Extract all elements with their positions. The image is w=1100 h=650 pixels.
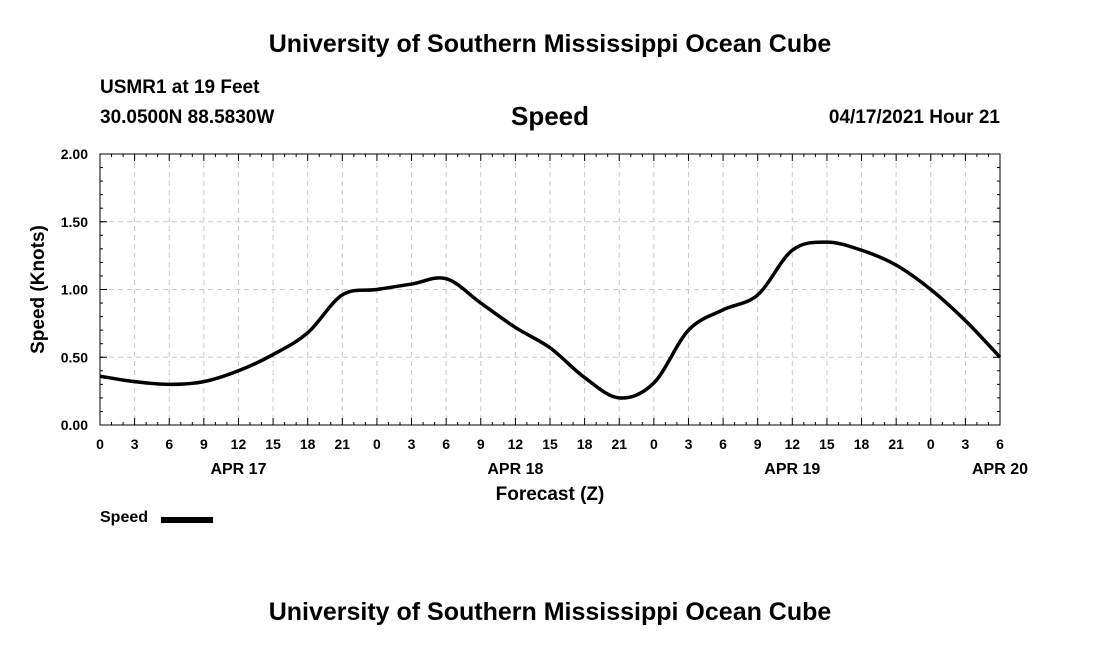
station-label: USMR1 at 19 Feet [100,77,260,98]
x-tick-label: 15 [819,436,835,452]
y-tick-label: 0.50 [61,349,88,365]
x-tick-label: 6 [165,436,173,452]
x-tick-label: 18 [300,436,316,452]
y-tick-label: 1.50 [61,214,88,230]
x-tick-label: 3 [685,436,693,452]
x-tick-label: 9 [754,436,762,452]
y-tick-label: 0.00 [61,417,88,433]
legend-line-swatch [161,517,213,523]
x-tick-label: 9 [200,436,208,452]
x-axis-label: Forecast (Z) [496,484,605,505]
x-tick-label: 21 [335,436,351,452]
x-tick-label: 0 [927,436,935,452]
y-axis-label: Speed (Knots) [28,225,49,354]
x-tick-label: 0 [96,436,104,452]
x-tick-label: 3 [408,436,416,452]
x-tick-label: 12 [785,436,801,452]
x-tick-label: 12 [231,436,247,452]
coordinates-label: 30.0500N 88.5830W [100,107,275,128]
x-tick-label: 0 [373,436,381,452]
x-tick-label: 6 [442,436,450,452]
x-tick-label: 6 [996,436,1004,452]
legend-label: Speed [100,509,149,526]
footer-title: University of Southern Mississippi Ocean… [268,598,832,626]
x-tick-label: 9 [477,436,485,452]
x-tick-label: 15 [265,436,281,452]
y-tick-label: 1.00 [61,282,88,298]
header-title: University of Southern Mississippi Ocean… [268,30,832,58]
date-label: APR 18 [487,461,543,478]
x-tick-label: 6 [719,436,727,452]
x-tick-label: 18 [854,436,870,452]
date-label: APR 19 [764,461,820,478]
x-tick-label: 0 [650,436,658,452]
x-tick-label: 3 [961,436,969,452]
datetime-label: 04/17/2021 Hour 21 [828,107,1000,128]
speed-series-line [99,240,1002,400]
x-tick-label: 21 [888,436,904,452]
plot-frame [99,153,1001,426]
date-label: APR 20 [972,461,1028,478]
x-tick-label: 18 [577,436,593,452]
date-label: APR 17 [210,461,266,478]
x-tick-label: 12 [508,436,524,452]
x-tick-label: 21 [611,436,627,452]
x-tick-label: 3 [131,436,139,452]
chart-title: Speed [510,101,590,131]
y-tick-label: 2.00 [61,146,88,162]
x-tick-label: 15 [542,436,558,452]
